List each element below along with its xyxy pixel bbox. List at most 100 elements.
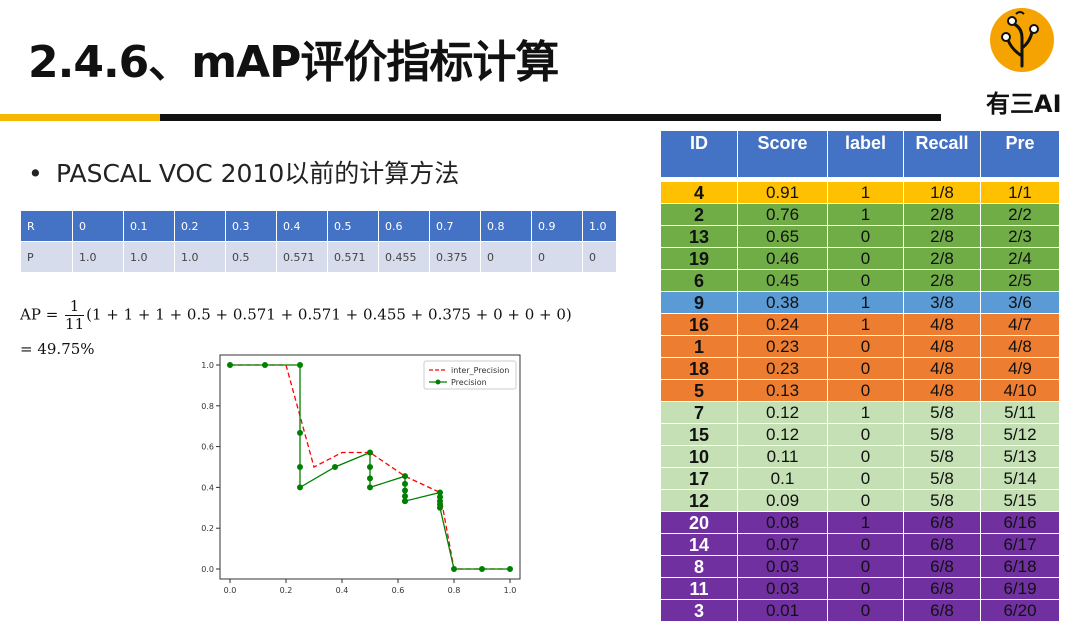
cell-score: 0.13: [737, 379, 828, 402]
cell-score: 0.11: [737, 445, 828, 468]
cell-recall: 2/8: [903, 247, 981, 270]
y-tick-label: 0.4: [201, 483, 214, 492]
table-row: 13 0.65 0 2/8 2/3: [660, 225, 1060, 248]
header-pre: Pre: [980, 130, 1060, 178]
cell-label: 0: [827, 577, 904, 600]
cell-pre: 5/11: [980, 401, 1060, 424]
cell-label: 0: [827, 489, 904, 512]
cell-id: 14: [660, 533, 738, 556]
table-row: 7 0.12 1 5/8 5/11: [660, 401, 1060, 424]
recall-cell: 0: [72, 210, 124, 242]
spacer-cell: [660, 177, 1060, 182]
cell-recall: 2/8: [903, 203, 981, 226]
precision-cell: 0: [582, 241, 617, 273]
cell-score: 0.38: [737, 291, 828, 314]
cell-id: 13: [660, 225, 738, 248]
cell-score: 0.46: [737, 247, 828, 270]
cell-pre: 5/12: [980, 423, 1060, 446]
cell-recall: 4/8: [903, 379, 981, 402]
cell-score: 0.76: [737, 203, 828, 226]
legend-marker: [435, 379, 441, 385]
cell-label: 0: [827, 247, 904, 270]
detection-ranking-table: ID Score label Recall Pre 4 0.91 1 1/8 1/1 2 0…: [660, 130, 1060, 622]
cell-id: 7: [660, 401, 738, 424]
bullet-text: PASCAL VOC 2010以前的计算方法: [56, 159, 460, 188]
cell-id: 3: [660, 599, 738, 622]
precision-cell: 0.571: [327, 241, 379, 273]
precision-cell: 0.455: [378, 241, 430, 273]
cell-score: 0.12: [737, 401, 828, 424]
legend-label: Precision: [451, 378, 487, 387]
cell-score: 0.24: [737, 313, 828, 336]
cell-label: 0: [827, 269, 904, 292]
cell-recall: 4/8: [903, 357, 981, 380]
recall-cell: 0.3: [225, 210, 277, 242]
recall-label: R: [20, 210, 73, 242]
table-row: 4 0.91 1 1/8 1/1: [660, 181, 1060, 204]
title-underline-accent: [0, 114, 160, 121]
cell-pre: 2/2: [980, 203, 1060, 226]
formula-numerator: 1: [65, 298, 85, 316]
y-tick-label: 1.0: [201, 361, 214, 370]
table-row: 6 0.45 0 2/8 2/5: [660, 269, 1060, 292]
cell-pre: 5/15: [980, 489, 1060, 512]
table-spacer: [660, 177, 1060, 182]
x-tick-label: 1.0: [504, 586, 517, 595]
precision-cell: 0.375: [429, 241, 481, 273]
page-title: 2.4.6、mAP评价指标计算: [28, 37, 559, 88]
recall-cell: 0.9: [531, 210, 583, 242]
cell-label: 1: [827, 511, 904, 534]
cell-label: 0: [827, 533, 904, 556]
data-point: [402, 480, 408, 487]
cell-score: 0.45: [737, 269, 828, 292]
cell-pre: 5/13: [980, 445, 1060, 468]
cell-score: 0.07: [737, 533, 828, 556]
ap-formula: AP = 1 11 (1 + 1 + 1 + 0.5 + 0.571 + 0.571…: [20, 298, 572, 359]
recall-cell: 0.6: [378, 210, 430, 242]
cell-recall: 5/8: [903, 423, 981, 446]
cell-label: 1: [827, 313, 904, 336]
logo: 有三AI: [986, 8, 1062, 118]
cell-pre: 6/17: [980, 533, 1060, 556]
table-row: 12 0.09 0 5/8 5/15: [660, 489, 1060, 512]
cell-pre: 4/8: [980, 335, 1060, 358]
cell-label: 0: [827, 445, 904, 468]
y-tick-label: 0.0: [201, 565, 214, 574]
cell-pre: 6/19: [980, 577, 1060, 600]
formula-expression: (1 + 1 + 1 + 0.5 + 0.571 + 0.571 + 0.455…: [86, 305, 572, 324]
x-tick-label: 0.8: [448, 586, 461, 595]
recall-cell: 1.0: [582, 210, 617, 242]
cell-id: 10: [660, 445, 738, 468]
cell-pre: 2/3: [980, 225, 1060, 248]
data-point: [437, 504, 443, 511]
table-row: 5 0.13 0 4/8 4/10: [660, 379, 1060, 402]
cell-label: 0: [827, 467, 904, 490]
data-point: [402, 487, 408, 494]
cell-id: 4: [660, 181, 738, 204]
table-header-row: ID Score label Recall Pre: [660, 130, 1060, 178]
cell-score: 0.23: [737, 357, 828, 380]
cell-score: 0.09: [737, 489, 828, 512]
precision-cell: 1.0: [123, 241, 175, 273]
bullet-point: • PASCAL VOC 2010以前的计算方法: [28, 154, 459, 190]
cell-id: 11: [660, 577, 738, 600]
table-row: 2 0.76 1 2/8 2/2: [660, 203, 1060, 226]
cell-id: 5: [660, 379, 738, 402]
cell-recall: 5/8: [903, 467, 981, 490]
cell-id: 1: [660, 335, 738, 358]
header-recall: Recall: [903, 130, 981, 178]
table-row: 19 0.46 0 2/8 2/4: [660, 247, 1060, 270]
data-point: [402, 493, 408, 500]
cell-pre: 1/1: [980, 181, 1060, 204]
cell-pre: 6/18: [980, 555, 1060, 578]
cell-recall: 2/8: [903, 269, 981, 292]
x-tick-label: 0.6: [392, 586, 405, 595]
cell-score: 0.08: [737, 511, 828, 534]
cell-score: 0.91: [737, 181, 828, 204]
cell-label: 0: [827, 225, 904, 248]
precision-row: P 1.0 1.0 1.0 0.5 0.571 0.571 0.455 0.37…: [20, 241, 617, 273]
cell-recall: 6/8: [903, 577, 981, 600]
data-point: [402, 498, 408, 505]
data-point: [437, 489, 443, 496]
table-row: 16 0.24 1 4/8 4/7: [660, 313, 1060, 336]
